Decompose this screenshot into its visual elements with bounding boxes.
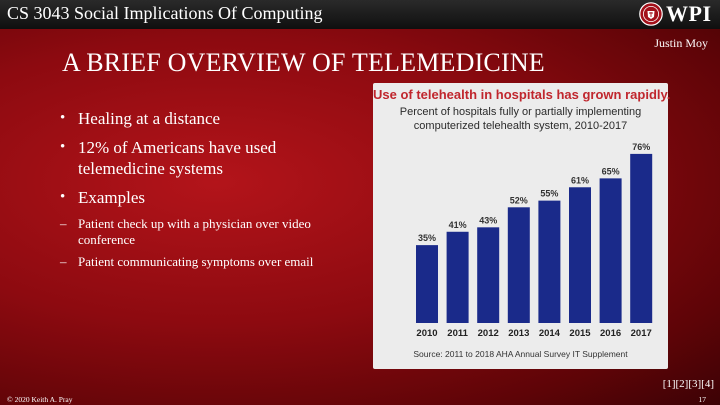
bar-2015 <box>569 187 591 323</box>
chart-title: Use of telehealth in hospitals has grown… <box>373 87 671 102</box>
telehealth-chart: Use of telehealth in hospitals has grown… <box>373 83 671 369</box>
bullet-item: Healing at a distance <box>60 108 360 129</box>
chart-subtitle-line: Percent of hospitals fully or partially … <box>399 106 642 118</box>
x-tick-label-2014: 2014 <box>539 328 561 339</box>
x-tick-label-2016: 2016 <box>600 328 621 339</box>
x-tick-label-2017: 2017 <box>631 328 652 339</box>
x-tick-label-2013: 2013 <box>508 328 529 339</box>
x-tick-label-2010: 2010 <box>416 328 437 339</box>
data-label-2017: 76% <box>632 142 650 152</box>
copyright: © 2020 Keith A. Pray <box>7 395 73 404</box>
bar-2010 <box>416 245 438 323</box>
bullet-item: Examples <box>60 187 360 208</box>
data-label-2011: 41% <box>449 220 467 230</box>
bar-2017 <box>630 153 653 323</box>
slide-title: A BRIEF OVERVIEW OF TELEMEDICINE <box>62 48 545 77</box>
chart-source: Source: 2011 to 2018 AHA Annual Survey I… <box>413 349 628 359</box>
sub-bullet-item: Patient check up with a physician over v… <box>60 216 360 248</box>
course-title: CS 3043 Social Implications Of Computing <box>7 3 323 23</box>
chart-plot-area: 35% 2010 41% 2011 43% 2012 52% 2013 55% 2014 61% 20… <box>416 142 653 339</box>
author-name: Justin Moy <box>654 36 708 50</box>
data-label-2014: 55% <box>540 189 558 199</box>
sub-bullet-list: Patient check up with a physician over v… <box>60 216 360 270</box>
bar-2016 <box>599 178 622 323</box>
bullet-list: Healing at a distance 12% of Americans h… <box>60 108 360 276</box>
bar-2013 <box>507 207 530 323</box>
bullet-item: 12% of Americans have used telemedicine … <box>60 137 360 179</box>
data-label-2010: 35% <box>418 233 436 243</box>
references: [1][2][3][4] <box>662 378 714 390</box>
sub-bullet-item: Patient communicating symptoms over emai… <box>60 254 360 270</box>
wpi-logo: WPI <box>639 1 715 27</box>
chart-subtitle: Percent of hospitals fully or partially … <box>373 105 668 133</box>
page-number: 17 <box>698 395 707 404</box>
bar-2012 <box>477 227 500 323</box>
data-label-2016: 65% <box>602 166 620 176</box>
x-tick-label-2011: 2011 <box>447 328 468 339</box>
data-label-2012: 43% <box>479 215 497 225</box>
header-bar: CS 3043 Social Implications Of Computing… <box>0 0 720 29</box>
logo-wordmark: WPI <box>666 1 712 26</box>
data-label-2015: 61% <box>571 175 589 185</box>
x-tick-label-2012: 2012 <box>478 328 499 339</box>
bar-2014 <box>538 200 561 323</box>
bar-2011 <box>446 231 469 323</box>
university-seal-icon <box>639 2 663 26</box>
data-label-2013: 52% <box>510 195 528 205</box>
chart-subtitle-line: computerized telehealth system, 2010-201… <box>413 120 628 132</box>
x-tick-label-2015: 2015 <box>569 328 591 339</box>
